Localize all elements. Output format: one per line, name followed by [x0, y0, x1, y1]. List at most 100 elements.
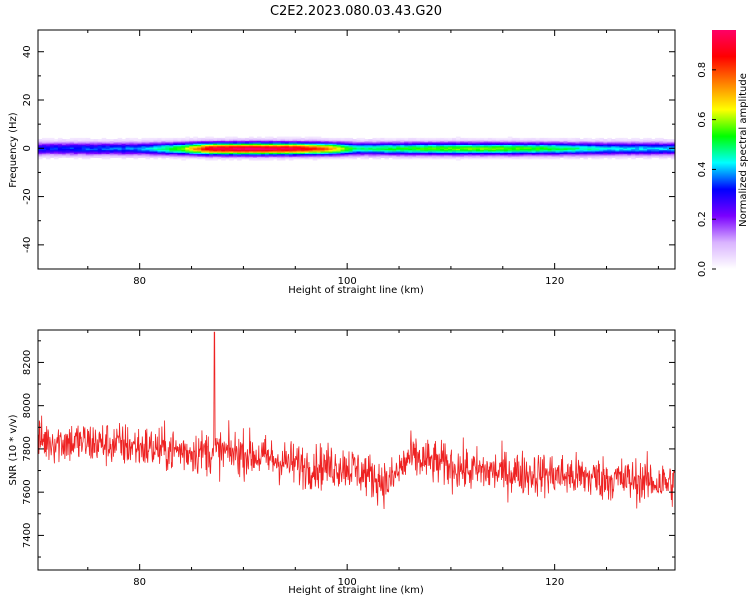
heatmap-cell — [352, 139, 358, 142]
heatmap-cell — [81, 152, 87, 155]
heatmap-cell — [635, 144, 640, 147]
heatmap-cell — [559, 153, 565, 156]
heatmap-cell — [587, 156, 592, 158]
heatmap-cell — [308, 150, 314, 153]
heatmap-cell — [312, 158, 318, 161]
heatmap-cell — [444, 140, 449, 143]
heatmap-cell — [304, 150, 310, 153]
heatmap-cell — [145, 150, 151, 153]
heatmap-cell — [444, 153, 449, 156]
heatmap-cell — [495, 143, 501, 145]
heatmap-cell — [535, 140, 541, 143]
heatmap-cell — [328, 144, 334, 147]
heatmap-cell — [205, 137, 210, 140]
heatmap-cell — [603, 145, 608, 148]
heatmap-cell — [499, 154, 505, 157]
heatmap-cell — [109, 139, 115, 142]
heatmap-cell — [296, 141, 302, 144]
heatmap-cell — [256, 136, 262, 139]
heatmap-cell — [221, 143, 226, 145]
heatmap-cell — [372, 152, 378, 155]
heatmap-cell — [320, 139, 326, 142]
heatmap-cell — [308, 143, 314, 145]
heatmap-cell — [384, 145, 389, 148]
heatmap-cell — [229, 156, 234, 158]
heatmap-cell — [145, 154, 151, 157]
heatmap-cell — [300, 152, 306, 155]
heatmap-cell — [288, 158, 294, 161]
heatmap-cell — [499, 148, 505, 151]
heatmap-cell — [587, 148, 592, 151]
heatmap-cell — [256, 146, 262, 149]
heatmap-cell — [225, 143, 230, 145]
heatmap-cell — [436, 144, 441, 147]
heatmap-cell — [260, 139, 266, 142]
heatmap-cell — [595, 148, 600, 151]
heatmap-cell — [655, 143, 660, 145]
heatmap-cell — [252, 149, 258, 152]
heatmap-cell — [627, 145, 632, 148]
heatmap-cell — [432, 153, 437, 156]
heatmap-cell — [201, 137, 206, 140]
heatmap-cell — [209, 146, 214, 149]
heatmap-cell — [591, 139, 596, 142]
heatmap-cell — [101, 152, 107, 155]
heatmap-cell — [185, 143, 190, 145]
heatmap-cell — [559, 154, 565, 157]
heatmap-cell — [97, 141, 103, 144]
heatmap-cell — [384, 148, 389, 151]
heatmap-cell — [117, 145, 123, 148]
heatmap-cell — [284, 148, 290, 151]
heatmap-cell — [89, 139, 95, 142]
heatmap-cell — [519, 141, 525, 144]
heatmap-cell — [515, 146, 521, 149]
heatmap-cell — [197, 143, 202, 145]
heatmap-cell — [444, 156, 449, 158]
heatmap-cell — [153, 153, 159, 156]
heatmap-cell — [376, 153, 381, 156]
heatmap-cell — [611, 152, 616, 155]
heatmap-cell — [667, 145, 672, 148]
heatmap-cell — [507, 152, 513, 155]
heatmap-cell — [109, 152, 115, 155]
heatmap-cell — [320, 154, 326, 157]
heatmap-cell — [491, 141, 497, 144]
heatmap-cell — [583, 137, 589, 140]
heatmap-cell — [571, 146, 577, 149]
heatmap-cell — [137, 156, 143, 158]
heatmap-cell — [360, 148, 366, 151]
heatmap-cell — [487, 148, 493, 151]
heatmap-cell — [607, 149, 612, 152]
heatmap-cell — [300, 137, 306, 140]
heatmap-cell — [165, 141, 170, 144]
heatmap-cell — [256, 144, 262, 147]
heatmap-cell — [647, 156, 652, 158]
heatmap-cell — [639, 144, 644, 147]
heatmap-cell — [575, 153, 581, 156]
heatmap-cell — [615, 153, 620, 156]
heatmap-cell — [340, 157, 346, 160]
heatmap-cell — [320, 141, 326, 144]
heatmap-cell — [503, 149, 509, 152]
heatmap-cell — [344, 140, 350, 143]
heatmap-cell — [41, 137, 47, 140]
heatmap-cell — [487, 143, 493, 145]
heatmap-cell — [607, 145, 612, 148]
heatmap-cell — [559, 145, 565, 148]
heatmap-cell — [141, 148, 147, 151]
heatmap-cell — [276, 139, 282, 142]
heatmap-cell — [237, 157, 242, 160]
snr-frame — [37, 329, 676, 571]
heatmap-cell — [300, 150, 306, 153]
heatmap-cell — [376, 141, 381, 144]
heatmap-cell — [515, 149, 521, 152]
heatmap-cell — [639, 154, 644, 157]
heatmap-cell — [332, 154, 338, 157]
heatmap-cell — [189, 154, 194, 157]
heatmap-cell — [631, 149, 636, 152]
heatmap-cell — [165, 152, 170, 155]
heatmap-cell — [153, 145, 159, 148]
heatmap-cell — [663, 150, 668, 153]
heatmap-cell — [515, 143, 521, 145]
heatmap-cell — [121, 148, 127, 151]
